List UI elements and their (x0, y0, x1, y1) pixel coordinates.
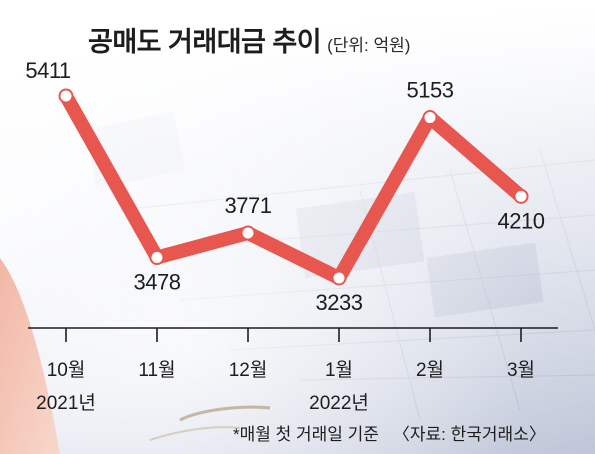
data-label: 3771 (225, 193, 272, 218)
x-tick-label: 12월 (229, 359, 268, 381)
year-label: 2021년 (36, 392, 96, 414)
x-tick-label: 11월 (138, 359, 175, 381)
unit-label: (단위: 억원) (327, 36, 411, 55)
footnote: *매월 첫 거래일 기준 〈자료: 한국거래소〉 (233, 420, 546, 445)
data-label: 5411 (25, 58, 71, 83)
data-point (331, 270, 347, 286)
year-label: 2022년 (309, 392, 369, 414)
x-tick-label: 1월 (325, 359, 353, 381)
data-label: 4210 (498, 208, 545, 233)
data-point (58, 88, 74, 104)
chart-header: 공매도 거래대금 추이 (단위: 억원) (88, 20, 410, 59)
data-point (240, 225, 256, 241)
data-point (513, 188, 529, 204)
source-note: 〈자료: 한국거래소〉 (392, 425, 546, 444)
data-label: 3478 (134, 270, 181, 295)
x-tick-label: 2월 (416, 359, 444, 381)
data-point (149, 250, 165, 266)
data-label: 3233 (316, 290, 363, 315)
chart-title: 공매도 거래대금 추이 (88, 27, 322, 57)
data-point (422, 110, 438, 126)
x-tick-label: 10월 (47, 359, 86, 381)
series-line (59, 89, 528, 285)
data-label: 5153 (407, 78, 454, 103)
basis-note: *매월 첫 거래일 기준 (233, 425, 379, 444)
x-tick-label: 3월 (507, 359, 535, 381)
